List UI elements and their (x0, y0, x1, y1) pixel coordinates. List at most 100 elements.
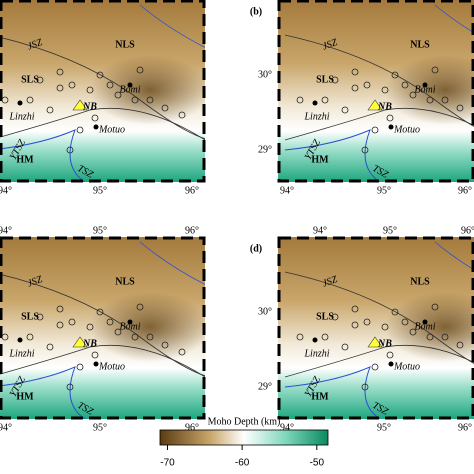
x-tick-label: 96° (458, 185, 472, 196)
town (422, 319, 428, 325)
panel-label: (b) (250, 6, 262, 17)
station (386, 351, 394, 359)
x-tick-label: 96° (461, 225, 474, 236)
station (361, 146, 369, 154)
station (56, 321, 64, 329)
station (131, 96, 139, 104)
town (422, 82, 428, 88)
station (136, 303, 144, 311)
station (96, 308, 104, 316)
x-tick-label: 94° (280, 185, 294, 196)
station (161, 341, 169, 349)
colorbar-tick-label: -50 (310, 458, 325, 469)
station (351, 84, 359, 92)
station (178, 348, 186, 356)
station (341, 106, 349, 114)
place-label: Linzhi (303, 111, 329, 122)
station (351, 305, 359, 313)
town (93, 361, 99, 367)
station (401, 318, 409, 326)
x-tick-label: 94° (0, 422, 12, 433)
station (46, 106, 54, 114)
place-label: Linzhi (8, 348, 34, 359)
station (321, 333, 329, 341)
station (76, 363, 84, 371)
place-label: Motuo (98, 361, 125, 372)
station (114, 91, 122, 99)
panel-frame (0, 236, 206, 420)
town (388, 361, 394, 367)
river (0, 129, 86, 182)
station (426, 96, 434, 104)
station (146, 333, 154, 341)
station (386, 114, 394, 122)
place-label: Bomi (119, 84, 140, 95)
place-label: Bomi (119, 321, 140, 332)
x-tick-label: 96° (458, 422, 472, 433)
x-tick-label: 95° (93, 225, 107, 236)
fault-ytsz (284, 344, 474, 378)
station (381, 323, 389, 331)
station (91, 351, 99, 359)
station (178, 111, 186, 119)
station (46, 343, 54, 351)
station (331, 313, 339, 321)
place-label: NB (377, 338, 392, 349)
station (363, 318, 371, 326)
fault-ytsz (0, 107, 205, 141)
station (56, 84, 64, 92)
station (26, 96, 34, 104)
station (381, 86, 389, 94)
station (371, 363, 379, 371)
colorbar-tick-label: -60 (235, 458, 250, 469)
station (136, 66, 144, 74)
station (409, 328, 417, 336)
y-tick-label: 30° (258, 69, 272, 80)
moho-low (90, 55, 205, 125)
place-label: Bomi (414, 321, 435, 332)
river-north (139, 4, 205, 48)
station (106, 81, 114, 89)
place-label: Motuo (393, 361, 420, 372)
place-label: HM (311, 154, 329, 165)
x-tick-label: 95° (377, 185, 391, 196)
place-label: HM (16, 391, 34, 402)
station (426, 333, 434, 341)
station (391, 308, 399, 316)
fault-jsz (284, 34, 474, 127)
station (36, 313, 44, 321)
town (93, 124, 99, 130)
fault-ytsz (284, 107, 474, 141)
x-tick-label: 94° (280, 422, 294, 433)
station (36, 76, 44, 84)
place-label: HM (16, 154, 34, 165)
town (312, 337, 318, 343)
place-label: NLS (410, 39, 430, 50)
river-north (139, 241, 205, 285)
station (76, 126, 84, 134)
station (431, 303, 439, 311)
town (312, 100, 318, 106)
x-tick-label: 96° (185, 422, 199, 433)
fault-jsz (284, 271, 474, 364)
station (441, 333, 449, 341)
town (17, 337, 23, 343)
station (363, 81, 371, 89)
place-label: HM (311, 391, 329, 402)
place-label: NLS (115, 39, 135, 50)
place-label: Motuo (393, 124, 420, 135)
place-label: NLS (115, 276, 135, 287)
station (409, 91, 417, 99)
place-label: SLS (316, 311, 334, 322)
station (26, 333, 34, 341)
x-tick-label: 95° (377, 422, 391, 433)
station (331, 76, 339, 84)
station (361, 383, 369, 391)
station (56, 68, 64, 76)
station (296, 333, 304, 341)
station (66, 383, 74, 391)
station (161, 104, 169, 112)
